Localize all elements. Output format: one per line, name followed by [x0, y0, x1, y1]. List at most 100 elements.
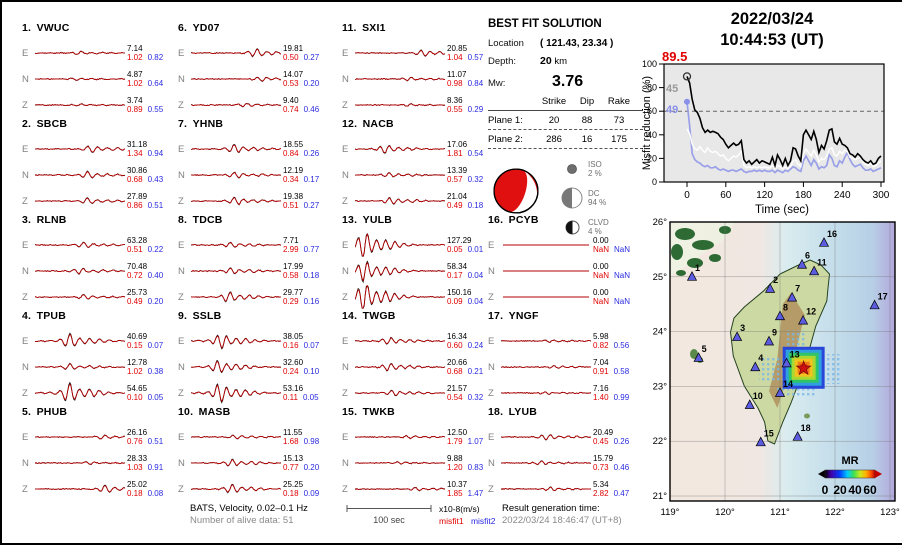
- component-label: E: [488, 335, 495, 347]
- trace-values: 18.55 0.84 0.26: [281, 140, 330, 158]
- waveform-row-SBCB-N: N 30.86 0.68 0.43: [22, 162, 175, 188]
- event-datetime: 2022/03/24 10:44:53 (UT): [644, 9, 900, 51]
- mainland-patch: [687, 258, 703, 268]
- best-fit-solution-panel: BEST FIT SOLUTION Location ( 121.43, 23.…: [488, 18, 643, 239]
- misfit1-value: NaN: [593, 297, 610, 306]
- amplitude-value: 7.04: [593, 358, 609, 367]
- trace-values: 12.19 0.34 0.17: [281, 166, 330, 184]
- waveform-row-YHNB-E: E 18.55 0.84 0.26: [178, 136, 331, 162]
- misfit-series-middle: [686, 128, 882, 171]
- clvd-icon: [560, 220, 584, 235]
- misfit1-value: 1.81: [447, 149, 463, 158]
- misfit2-value: 0.27: [303, 201, 320, 210]
- station-marker-SSLB: [763, 335, 775, 346]
- trace-values: 54.65 0.10 0.05: [125, 384, 174, 402]
- misfit-xtick: 60: [720, 190, 732, 201]
- station-block-YHNB: 7. YHNB E 18.55 0.84 0.26 N 12.19 0.34 0.17 Z 19.3…: [178, 118, 331, 214]
- waveform-row-TPUB-Z: Z 54.65 0.10 0.05: [22, 380, 175, 406]
- component-label: Z: [342, 195, 348, 207]
- misfit-reduction-plot: 0 20 40 60 80 100 0 60 120 180 240 300 89.5 45 49 Time …: [641, 49, 902, 225]
- component-label: E: [342, 431, 349, 443]
- component-label: E: [178, 143, 185, 155]
- misfit2-value: 0.32: [467, 393, 484, 402]
- misfit2-value: 0.82: [147, 53, 164, 62]
- amplitude-value: 0.00: [593, 236, 609, 245]
- waveform-trace: [355, 76, 445, 82]
- waveform-trace: [191, 144, 281, 154]
- misfit-ytick: 60: [647, 106, 657, 116]
- mechanism-section: ISO 2 % DC 94 %: [488, 155, 643, 239]
- component-label: E: [178, 47, 185, 59]
- misfit-ytick: 100: [642, 59, 657, 69]
- waveform-row-NACB-Z: Z 21.04 0.49 0.18: [342, 188, 495, 214]
- waveform-trace: [35, 362, 125, 370]
- station-title: 8. TDCB: [178, 214, 223, 226]
- misfit1-legend: misfit1: [439, 516, 464, 526]
- station-number-label: 11: [817, 257, 827, 267]
- misfit2-value: 0.26: [613, 437, 630, 446]
- waveform-trace: [355, 487, 445, 492]
- plane1-row: Plane 1: 20 88 73: [488, 112, 643, 128]
- waveform-trace: [355, 233, 445, 257]
- component-label: Z: [22, 291, 28, 303]
- waveform-row-PHUB-Z: Z 25.02 0.18 0.08: [22, 476, 175, 502]
- station-title: 6. YD07: [178, 22, 220, 34]
- waveform-row-TDCB-E: E 7.71 2.99 0.77: [178, 232, 331, 258]
- depth-label: Depth:: [488, 56, 516, 67]
- amplitude-value: 7.16: [593, 384, 609, 393]
- waveform-row-YNGF-N: N 7.04 0.91 0.58: [488, 354, 641, 380]
- station-marker-TWGB: [774, 387, 786, 397]
- station-marker-PHUB: [693, 352, 704, 362]
- waveform-row-TWGB-N: N 20.66 0.68 0.21: [342, 354, 495, 380]
- trace-values: 0.00 NaN NaN: [591, 288, 640, 306]
- station-title: 13. YULB: [342, 214, 393, 226]
- waveform-row-NACB-N: N 13.39 0.57 0.32: [342, 162, 495, 188]
- waveform-trace: [35, 170, 125, 179]
- panel-title: BEST FIT SOLUTION: [488, 18, 602, 30]
- station-number-label: 5: [702, 344, 707, 354]
- station-block-VWUC: 1. VWUC E 7.14 1.02 0.82 N 4.87 1.02 0.64 Z 3.74 0.…: [22, 22, 175, 118]
- waveform-row-SBCB-Z: Z 27.89 0.86 0.51: [22, 188, 175, 214]
- misfit2-value: 0.05: [147, 393, 164, 402]
- trace-values: 0.00 NaN NaN: [591, 236, 640, 254]
- amplitude-value: 63.28: [127, 236, 148, 245]
- component-label: Z: [342, 99, 348, 111]
- misfit-yaxis-label: Misfit reduction (%): [642, 76, 653, 170]
- trace-values: 17.06 1.81 0.54: [445, 140, 494, 158]
- amplitude-value: 19.38: [283, 192, 304, 201]
- component-label: N: [178, 73, 185, 85]
- misfit2-value: 1.07: [467, 437, 484, 446]
- waveform-trace: [35, 197, 125, 205]
- misfit2-value: 0.04: [467, 271, 484, 280]
- misfit2-value: 1.47: [467, 489, 484, 498]
- misfit-ytick: 80: [647, 83, 657, 93]
- misfit2-value: 0.51: [147, 437, 164, 446]
- component-label: N: [342, 361, 349, 373]
- trace-values: 15.79 0.73 0.46: [591, 454, 640, 472]
- misfit2-value: 0.56: [613, 341, 630, 350]
- station-number-label: 3: [740, 323, 745, 333]
- waveform-trace: [501, 486, 591, 492]
- map-svg: ★12345678910111213141516171826°25°24°23°…: [653, 217, 900, 518]
- iso-percent: 2 %: [588, 169, 602, 178]
- trace-values: 5.98 0.82 0.56: [591, 332, 640, 350]
- waveform-trace: [191, 241, 281, 248]
- amplitude-value: 16.34: [447, 332, 468, 341]
- misfit2-value: 0.05: [302, 393, 319, 402]
- misfit1-value: 0.54: [447, 393, 463, 402]
- waveform-row-YNGF-Z: Z 7.16 1.40 0.99: [488, 380, 641, 406]
- misfit1-value: 0.55: [447, 105, 463, 114]
- trace-values: 11.07 0.98 0.84: [445, 70, 494, 88]
- misfit1-value: 0.74: [283, 105, 299, 114]
- waveform-row-YNGF-E: E 5.98 0.82 0.56: [488, 328, 641, 354]
- waveform-row-TDCB-Z: Z 29.77 0.29 0.16: [178, 284, 331, 310]
- trace-values: 9.40 0.74 0.46: [281, 96, 330, 114]
- component-label: E: [22, 143, 29, 155]
- misfit1-value: 0.10: [127, 393, 143, 402]
- component-label: E: [488, 239, 495, 251]
- misfit1-value: 0.53: [283, 79, 299, 88]
- amplitude-value: 9.40: [283, 96, 299, 105]
- component-label: Z: [178, 483, 184, 495]
- waveform-column-4: 16. PCYB E 0.00 NaN NaN N 0.00 NaN NaN Z 0.00 NaN Na…: [488, 214, 641, 502]
- waveform-row-LYUB-N: N 15.79 0.73 0.46: [488, 450, 641, 476]
